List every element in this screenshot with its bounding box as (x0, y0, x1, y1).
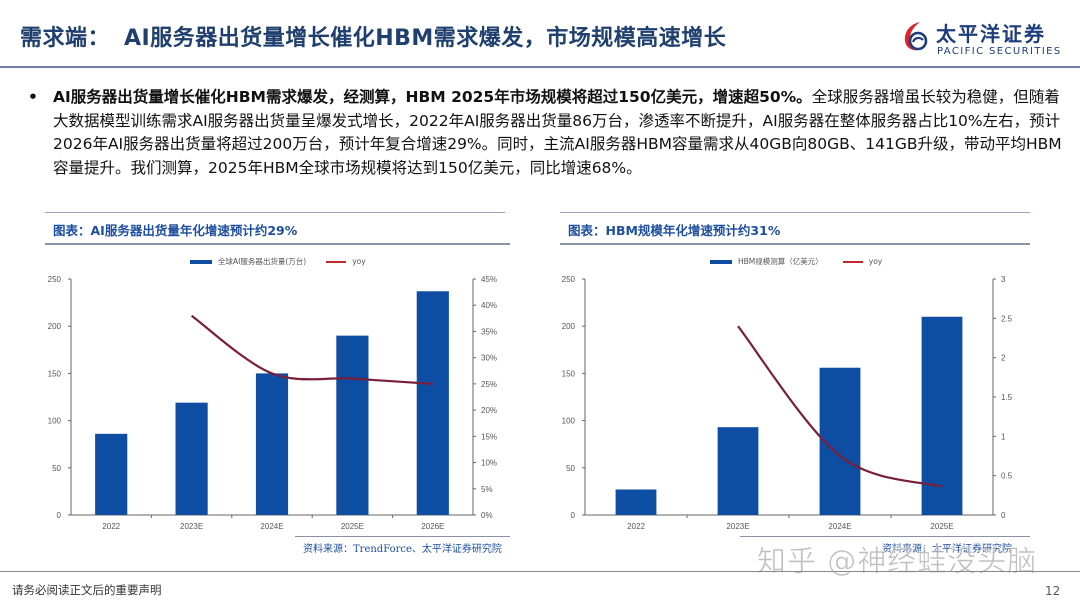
logo-name-cn: 太平洋证券 (936, 22, 1046, 46)
chart-title: 图表：HBM规模年化增速预计约31% (568, 223, 781, 238)
chart-title: 图表：AI服务器出货量年化增速预计约29% (53, 223, 298, 238)
svg-text:2022: 2022 (102, 522, 120, 531)
chart-title-divider (560, 243, 1030, 245)
chart-title-divider (45, 243, 510, 245)
svg-text:2022: 2022 (627, 522, 645, 531)
chart-top-divider (560, 212, 1030, 213)
svg-text:10%: 10% (481, 459, 497, 468)
chart-ai-server-shipments: 图表：AI服务器出货量年化增速预计约29% 全球AI服务器出货量(万台) yoy… (45, 212, 515, 562)
svg-text:2023E: 2023E (180, 522, 203, 531)
paragraph-rest: 全球服务器增虽长较为稳健，但随着大数据模型训练需求AI服务器出货量呈爆发式增长，… (53, 88, 1062, 177)
svg-text:2.5: 2.5 (1001, 314, 1013, 323)
legend-line-swatch (326, 260, 347, 263)
watermark: 知乎 @神经蛙没头脑 (757, 544, 1038, 579)
slide-title-main: AI服务器出货量增长催化HBM需求爆发，市场规模高速增长 (124, 26, 727, 51)
svg-text:0: 0 (1001, 511, 1006, 520)
bullet-paragraph: • AI服务器出货量增长催化HBM需求爆发，经测算，HBM 2025年市场规模将… (28, 86, 1068, 180)
svg-text:150: 150 (48, 369, 62, 378)
svg-text:50: 50 (52, 464, 61, 473)
svg-text:40%: 40% (481, 301, 497, 310)
svg-text:2026E: 2026E (421, 522, 444, 531)
chart-top-divider (45, 212, 505, 213)
legend-bar-swatch (710, 259, 732, 264)
bullet-icon: • (28, 88, 38, 106)
chart-source: 资料来源：TrendForce、太平洋证券研究院 (303, 544, 502, 555)
svg-text:35%: 35% (481, 327, 497, 336)
chart-legend: 全球AI服务器出货量(万台) yoy (190, 256, 366, 267)
svg-text:3: 3 (1001, 275, 1006, 284)
header-divider (0, 66, 1080, 68)
svg-text:2025E: 2025E (930, 522, 953, 531)
svg-text:0: 0 (571, 511, 576, 520)
svg-text:200: 200 (48, 322, 62, 331)
svg-text:200: 200 (562, 322, 576, 331)
disclaimer: 请务必阅读正文后的重要声明 (12, 583, 162, 597)
svg-text:2: 2 (1001, 354, 1006, 363)
paragraph-lead: AI服务器出货量增长催化HBM需求爆发，经测算，HBM 2025年市场规模将超过… (53, 88, 812, 106)
svg-text:50: 50 (566, 464, 575, 473)
svg-text:0: 0 (57, 511, 62, 520)
source-divider (740, 536, 1030, 537)
svg-text:100: 100 (48, 417, 62, 426)
slide-header: 需求端： AI服务器出货量增长催化HBM需求爆发，市场规模高速增长 太平洋证券 P… (0, 0, 1080, 68)
svg-text:0.5: 0.5 (1001, 472, 1013, 481)
svg-text:250: 250 (562, 275, 576, 284)
logo-name-en: PACIFIC SECURITIES (937, 46, 1062, 57)
chart-plot: 0 50 100 150 200 250 0 0.5 1 1.5 2 2.5 3 2022 2023E 202… (562, 275, 1013, 531)
chart-source: 资料来源：太平洋证券研究院 (882, 544, 1012, 555)
svg-text:5%: 5% (481, 485, 493, 494)
svg-text:100: 100 (562, 417, 576, 426)
svg-text:45%: 45% (481, 275, 497, 284)
legend-line-label: yoy (352, 257, 366, 266)
legend-line-swatch (842, 260, 863, 263)
legend-bar-label: 全球AI服务器出货量(万台) (218, 257, 307, 266)
slide-title-prefix: 需求端： (20, 26, 111, 51)
chart-plot: 0 50 100 150 200 250 0% 5% 10% 15% 20% 25% 30% 35% 40%… (48, 275, 497, 531)
svg-text:25%: 25% (481, 380, 497, 389)
paragraph-text: AI服务器出货量增长催化HBM需求爆发，经测算，HBM 2025年市场规模将超过… (53, 86, 1068, 180)
chart-legend: HBM规模测算（亿美元） yoy (710, 256, 882, 267)
svg-text:250: 250 (48, 275, 62, 284)
slide-title: 需求端： AI服务器出货量增长催化HBM需求爆发，市场规模高速增长 (20, 20, 726, 52)
svg-text:20%: 20% (481, 406, 497, 415)
pacific-securities-logo: 太平洋证券 PACIFIC SECURITIES (900, 16, 1070, 62)
svg-text:30%: 30% (481, 354, 497, 363)
chart-hbm-market-size: 图表：HBM规模年化增速预计约31% HBM规模测算（亿美元） yoy 0 50 1… (560, 212, 1040, 562)
legend-bar-label: HBM规模测算（亿美元） (738, 257, 823, 266)
svg-text:0%: 0% (481, 511, 493, 520)
svg-text:2025E: 2025E (341, 522, 364, 531)
svg-text:2024E: 2024E (260, 522, 283, 531)
svg-text:1.5: 1.5 (1001, 393, 1013, 402)
page-number: 12 (1045, 584, 1061, 598)
source-divider (295, 536, 510, 537)
legend-line-label: yoy (868, 257, 883, 266)
svg-text:2024E: 2024E (828, 522, 851, 531)
svg-text:150: 150 (562, 369, 576, 378)
svg-text:2023E: 2023E (726, 522, 749, 531)
svg-text:15%: 15% (481, 432, 497, 441)
svg-text:1: 1 (1001, 432, 1006, 441)
pacific-securities-logo-icon (904, 22, 928, 51)
footer-divider (0, 571, 1080, 572)
legend-bar-swatch (190, 259, 212, 264)
